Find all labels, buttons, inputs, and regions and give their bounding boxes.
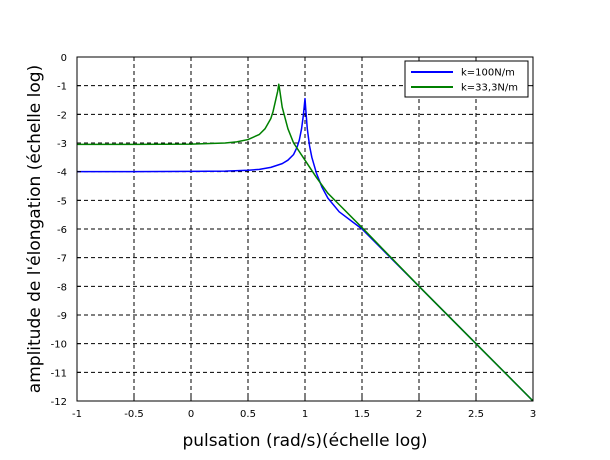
x-tick-label: 3: [530, 409, 536, 420]
grid: [77, 57, 533, 401]
y-tick-label: -7: [57, 254, 67, 265]
legend: k=100N/m k=33,3N/m: [404, 60, 529, 98]
y-tick-label: -6: [57, 225, 67, 236]
series-layer: [77, 83, 534, 402]
y-tick-label: -1: [57, 82, 67, 93]
y-tick-label: -10: [51, 340, 67, 351]
x-tick-label: -0.5: [124, 409, 144, 420]
x-tick-label: 1.5: [354, 409, 370, 420]
y-tick-label: -9: [57, 311, 67, 322]
y-tick-label: -4: [57, 168, 67, 179]
legend-label-1: k=100N/m: [461, 68, 515, 79]
y-axis-title: amplitude de l'élongation (échelle log): [25, 65, 45, 393]
y-tick-label: -2: [57, 110, 67, 121]
series-line-1: [77, 97, 534, 402]
x-tick-label: 2: [416, 409, 422, 420]
x-tick-label: 1: [302, 409, 308, 420]
y-tick-label: -5: [57, 196, 67, 207]
legend-label-2: k=33,3N/m: [461, 83, 518, 94]
y-tick-label: 0: [61, 53, 67, 64]
ticks: -1 -0.5 0 0.5 1 1.5 2 2.5 3 0 -1 -2 -3 -4 -5 -6 -7 -8 -9 -1…: [51, 53, 537, 420]
y-tick-label: -11: [51, 368, 67, 379]
x-tick-label: 2.5: [468, 409, 484, 420]
y-tick-label: -3: [57, 139, 67, 150]
y-tick-label: -12: [51, 397, 67, 408]
x-tick-label: 0.5: [240, 409, 256, 420]
series-line-2: [77, 83, 534, 402]
y-tick-label: -8: [57, 282, 67, 293]
x-tick-label: 0: [188, 409, 194, 420]
legend-box: [404, 60, 529, 98]
x-tick-label: -1: [72, 409, 82, 420]
x-axis-title: pulsation (rad/s)(échelle log): [182, 431, 427, 451]
